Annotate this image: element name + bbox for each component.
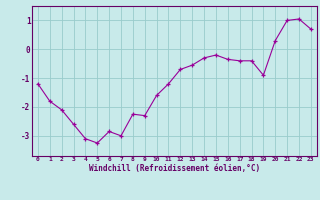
X-axis label: Windchill (Refroidissement éolien,°C): Windchill (Refroidissement éolien,°C) <box>89 164 260 173</box>
